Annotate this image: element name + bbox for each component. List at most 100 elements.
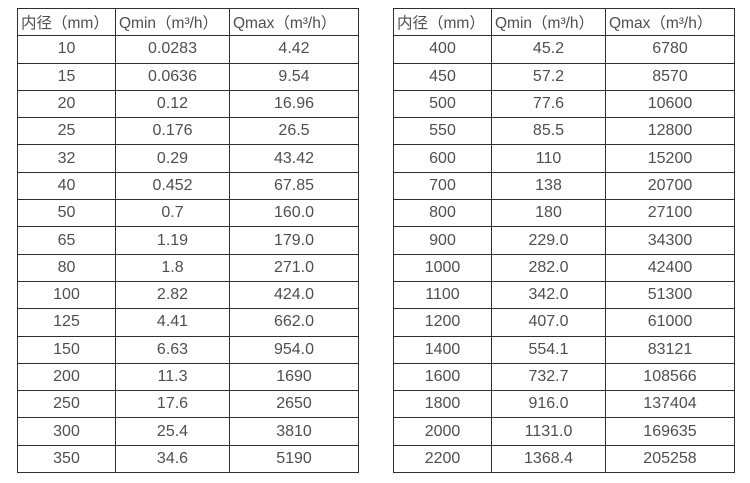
flow-range-table-small-diameters: 内径（mm） Qmin（m³/h） Qmax（m³/h） 10 0.0283 4.4…	[17, 7, 359, 474]
table-cell: 50	[17, 199, 116, 228]
table-row: 900 229.0 34300	[393, 226, 735, 255]
table-cell: 10	[17, 35, 116, 64]
table-cell: 77.6	[491, 89, 606, 119]
table-cell: 0.0283	[115, 35, 230, 64]
table-cell: 0.176	[115, 117, 230, 146]
flow-range-table-large-diameters: 内径（mm） Qmin（m³/h） Qmax（m³/h） 400 45.2 6780…	[393, 7, 735, 474]
table-row: 1400 554.1 83121	[393, 335, 735, 364]
table-cell: 1100	[393, 280, 492, 310]
table-row: 450 57.2 8570	[393, 62, 735, 91]
col-header-inner-diameter: 内径（mm）	[393, 7, 492, 37]
table-cell: 229.0	[491, 226, 606, 255]
table-row: 250 17.6 2650	[17, 390, 359, 419]
table-cell: 407.0	[491, 308, 606, 337]
col-header-qmin: Qmin（m³/h）	[491, 7, 606, 37]
table-cell: 4.41	[115, 308, 230, 337]
table-row: 32 0.29 43.42	[17, 144, 359, 173]
table-cell: 300	[17, 417, 116, 446]
table-cell: 1200	[393, 308, 492, 337]
table-cell: 282.0	[491, 253, 606, 282]
table-cell: 342.0	[491, 280, 606, 310]
table-cell: 6780	[605, 35, 735, 64]
table-cell: 1800	[393, 390, 492, 419]
table-cell: 600	[393, 144, 492, 173]
table-cell: 271.0	[229, 253, 359, 282]
table-cell: 800	[393, 199, 492, 228]
table-row: 300 25.4 3810	[17, 417, 359, 446]
table-cell: 10600	[605, 89, 735, 119]
table-cell: 137404	[605, 390, 735, 419]
table-cell: 15	[17, 62, 116, 91]
table-cell: 200	[17, 362, 116, 392]
table-cell: 0.29	[115, 144, 230, 173]
table-cell: 61000	[605, 308, 735, 337]
table-cell: 0.0636	[115, 62, 230, 91]
table-cell: 250	[17, 390, 116, 419]
table-cell: 11.3	[115, 362, 230, 392]
table-cell: 1131.0	[491, 417, 606, 446]
table-cell: 169635	[605, 417, 735, 446]
table-cell: 51300	[605, 280, 735, 310]
table-cell: 550	[393, 117, 492, 146]
table-cell: 205258	[605, 444, 735, 474]
table-cell: 954.0	[229, 335, 359, 364]
table-cell: 16.96	[229, 89, 359, 119]
table-cell: 900	[393, 226, 492, 255]
table-cell: 34.6	[115, 444, 230, 474]
table-cell: 27100	[605, 199, 735, 228]
table-row: 125 4.41 662.0	[17, 308, 359, 337]
table-row: 100 2.82 424.0	[17, 280, 359, 310]
col-header-qmin: Qmin（m³/h）	[115, 7, 230, 37]
table-cell: 5190	[229, 444, 359, 474]
table-cell: 424.0	[229, 280, 359, 310]
table-row: 10 0.0283 4.42	[17, 35, 359, 64]
table-cell: 25	[17, 117, 116, 146]
table-cell: 110	[491, 144, 606, 173]
table-cell: 350	[17, 444, 116, 474]
table-cell: 12800	[605, 117, 735, 146]
table-row: 50 0.7 160.0	[17, 199, 359, 228]
table-cell: 732.7	[491, 362, 606, 392]
table-cell: 65	[17, 226, 116, 255]
table-cell: 400	[393, 35, 492, 64]
table-cell: 20	[17, 89, 116, 119]
table-cell: 1.19	[115, 226, 230, 255]
table-cell: 43.42	[229, 144, 359, 173]
table-row: 15 0.0636 9.54	[17, 62, 359, 91]
col-header-qmax: Qmax（m³/h）	[605, 7, 735, 37]
col-header-qmax: Qmax（m³/h）	[229, 7, 359, 37]
table-cell: 34300	[605, 226, 735, 255]
table-row: 1100 342.0 51300	[393, 280, 735, 310]
table-row: 500 77.6 10600	[393, 89, 735, 119]
table-cell: 1690	[229, 362, 359, 392]
table-cell: 1400	[393, 335, 492, 364]
table-cell: 150	[17, 335, 116, 364]
col-header-inner-diameter: 内径（mm）	[17, 7, 116, 37]
table-cell: 179.0	[229, 226, 359, 255]
table-cell: 108566	[605, 362, 735, 392]
table-cell: 138	[491, 171, 606, 201]
table-cell: 26.5	[229, 117, 359, 146]
table-row: 25 0.176 26.5	[17, 117, 359, 146]
table-cell: 1600	[393, 362, 492, 392]
table-cell: 0.7	[115, 199, 230, 228]
table-cell: 8570	[605, 62, 735, 91]
table-cell: 15200	[605, 144, 735, 173]
table-cell: 1.8	[115, 253, 230, 282]
table-cell: 83121	[605, 335, 735, 364]
table-cell: 2650	[229, 390, 359, 419]
table-cell: 1368.4	[491, 444, 606, 474]
table-row: 800 180 27100	[393, 199, 735, 228]
table-cell: 4.42	[229, 35, 359, 64]
table-cell: 125	[17, 308, 116, 337]
table-cell: 450	[393, 62, 492, 91]
table-cell: 160.0	[229, 199, 359, 228]
flow-range-tables: 内径（mm） Qmin（m³/h） Qmax（m³/h） 10 0.0283 4.4…	[17, 7, 735, 474]
table-row: 350 34.6 5190	[17, 444, 359, 474]
table-row: 1200 407.0 61000	[393, 308, 735, 337]
table-row: 700 138 20700	[393, 171, 735, 201]
table-row: 400 45.2 6780	[393, 35, 735, 64]
table-cell: 42400	[605, 253, 735, 282]
table-row: 550 85.5 12800	[393, 117, 735, 146]
table-row: 20 0.12 16.96	[17, 89, 359, 119]
